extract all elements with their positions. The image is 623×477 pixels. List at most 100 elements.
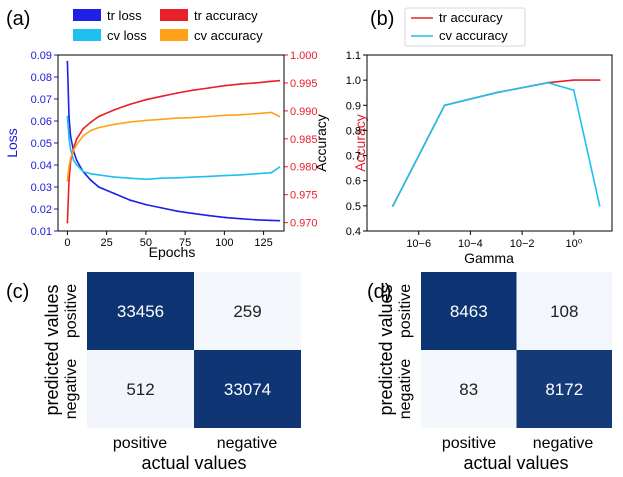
data-point-tr-loss [69, 135, 72, 138]
heatmap-cell-value: 512 [126, 380, 154, 399]
y2-tick-label: 0.975 [290, 190, 318, 202]
x-tick-label: 75 [179, 237, 191, 249]
data-point-cv-loss [160, 177, 163, 180]
y2-tick-label: 0.970 [290, 218, 318, 230]
panel-b-legend-box [404, 7, 526, 47]
data-point-tr-loss [113, 192, 116, 195]
data-point-cv-accuracy [66, 179, 69, 182]
data-point-tr-accuracy [68, 179, 70, 182]
data-point-cv-accuracy [160, 118, 163, 121]
heatmap-cell-value: 33456 [117, 302, 164, 321]
x-tick-label: 125 [254, 237, 272, 249]
panel-b-legend: tr accuracy cv accuracy [404, 7, 526, 47]
data-point-cv-accuracy [254, 112, 257, 115]
panel-d-ylabel: predicted values [376, 284, 396, 415]
data-point-tr-accuracy [254, 82, 257, 84]
data-point-cv-loss [113, 176, 116, 179]
series-line-cv-accuracy [66, 111, 280, 181]
data-point-cv-accuracy [270, 111, 273, 114]
data-point-tr-loss [176, 210, 179, 213]
panel-b-ylabel: Accuracy [313, 114, 329, 172]
panel-c-row-label-positive: positive [63, 284, 80, 338]
data-point-cv-loss [207, 175, 210, 178]
y-tick-label: 0.09 [31, 50, 52, 62]
legend-label-tr-loss: tr loss [107, 8, 142, 23]
data-point-tr-accuracy [75, 137, 78, 140]
series-line-tr-loss [66, 61, 280, 222]
data-point-cv-loss [75, 164, 78, 166]
series-line-tr-accuracy [392, 79, 600, 207]
data-point-cv-accuracy [223, 114, 226, 117]
panel-a-legend: tr loss cv loss tr accuracy cv accuracy [73, 8, 263, 43]
heatmap-cell-value: 108 [550, 302, 578, 321]
data-point-cv-loss [69, 148, 72, 151]
data-point-cv-accuracy [278, 115, 281, 118]
data-point-cv-accuracy [72, 149, 75, 151]
legend-swatch-cv-loss [73, 29, 101, 41]
legend-label-cv-loss: cv loss [107, 28, 147, 43]
y-tick-label: 0.02 [31, 204, 52, 216]
y-tick-label: 0.6 [346, 176, 361, 188]
data-point-cv-loss [129, 177, 132, 180]
heatmap-cell [516, 350, 612, 428]
heatmap-cell [421, 272, 517, 350]
x-tick-label: 10−2 [510, 238, 535, 250]
y-tick-label: 0.04 [31, 160, 52, 172]
data-point-cv-accuracy [113, 123, 116, 126]
data-point-cv-loss [90, 172, 92, 175]
panel-b-frame [366, 54, 613, 232]
panel-d-xlabel: actual values [463, 453, 568, 473]
y-tick-label: 0.06 [31, 116, 52, 128]
data-point-tr-loss [278, 219, 281, 222]
y2-tick-label: 0.980 [290, 162, 318, 174]
data-point-tr-loss [90, 179, 92, 182]
y-tick-label: 0.4 [346, 226, 361, 238]
panel-d-col-label-negative: negative [533, 435, 594, 452]
panel-c-row-label-negative: negative [63, 359, 80, 420]
legend-label-b-cv-accuracy: cv accuracy [439, 28, 508, 43]
heatmap-cell [87, 350, 194, 428]
panel-d-label: (d) [367, 281, 391, 303]
panel-c-label: (c) [6, 281, 29, 303]
panel-a-xlabel: Epochs [149, 244, 196, 260]
data-point-cv-accuracy [547, 81, 549, 84]
data-point-cv-accuracy [75, 143, 78, 146]
series-line-cv-loss [66, 116, 280, 181]
heatmap-cell-value: 33074 [224, 380, 271, 399]
data-point-cv-accuracy [239, 113, 242, 116]
data-point-cv-loss [68, 137, 70, 140]
y-tick-label: 0.01 [31, 226, 52, 238]
data-point-cv-loss [192, 176, 194, 179]
legend-swatch-tr-accuracy [160, 9, 188, 21]
data-point-tr-accuracy [160, 95, 163, 98]
y2-tick-label: 1.000 [290, 50, 318, 62]
x-tick-label: 0 [64, 237, 70, 249]
x-tick-label: 50 [140, 237, 152, 249]
x-tick-label: 10−6 [406, 238, 431, 250]
heatmap-cell [194, 272, 301, 350]
heatmap-cell-value: 8463 [450, 302, 488, 321]
data-point-cv-accuracy [69, 157, 72, 160]
y2-tick-label: 0.995 [290, 78, 318, 90]
data-point-tr-accuracy [192, 89, 194, 92]
heatmap-cell [421, 350, 517, 428]
y-tick-label: 0.05 [31, 138, 52, 150]
panel-b-label: (b) [370, 8, 394, 30]
data-point-cv-loss [72, 159, 75, 162]
data-point-tr-accuracy [572, 79, 575, 81]
panel-b-marks [392, 79, 601, 207]
data-point-cv-accuracy [68, 165, 70, 168]
data-point-tr-accuracy [598, 79, 601, 81]
panel-b: (b) 10−6 10−4 10−2 10⁰ 0.4 0.5 0.6 0.7 0.8 0.9 1.0… [313, 7, 613, 266]
data-point-cv-accuracy [495, 91, 498, 94]
legend-swatch-tr-loss [73, 9, 101, 21]
data-point-cv-loss [270, 171, 273, 174]
data-point-cv-loss [223, 174, 226, 177]
panel-d-row-label-negative: negative [397, 359, 414, 420]
heatmap-cell [194, 350, 301, 428]
panel-a-ylabel: Loss [4, 128, 20, 158]
legend-label-b-tr-accuracy: tr accuracy [439, 10, 503, 25]
y-tick-label: 0.9 [346, 100, 361, 112]
heatmap-cell [87, 272, 194, 350]
data-point-cv-accuracy [392, 205, 394, 207]
